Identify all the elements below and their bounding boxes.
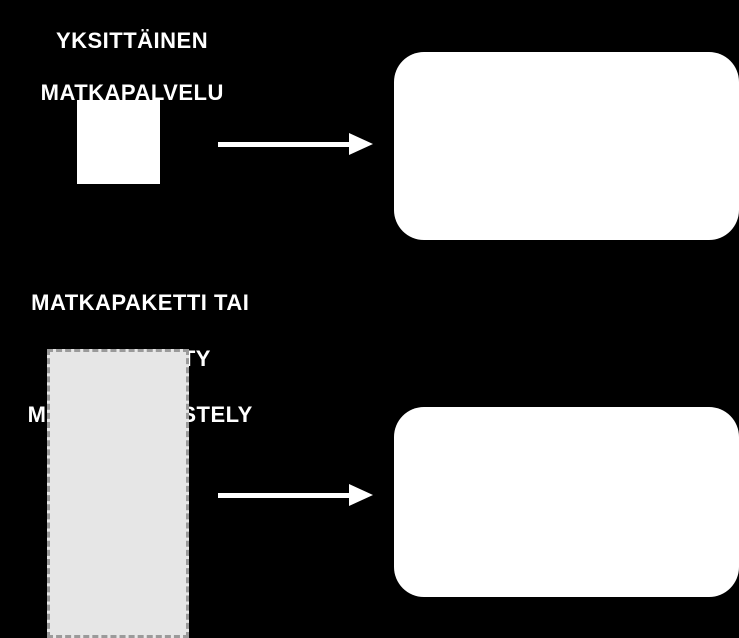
diagram-canvas: { "canvas": { "width": 739, "height": 63… <box>0 0 739 638</box>
arrow-bottom <box>0 0 739 638</box>
arrow-bottom-head <box>349 484 373 506</box>
arrow-bottom-shaft <box>218 493 349 498</box>
